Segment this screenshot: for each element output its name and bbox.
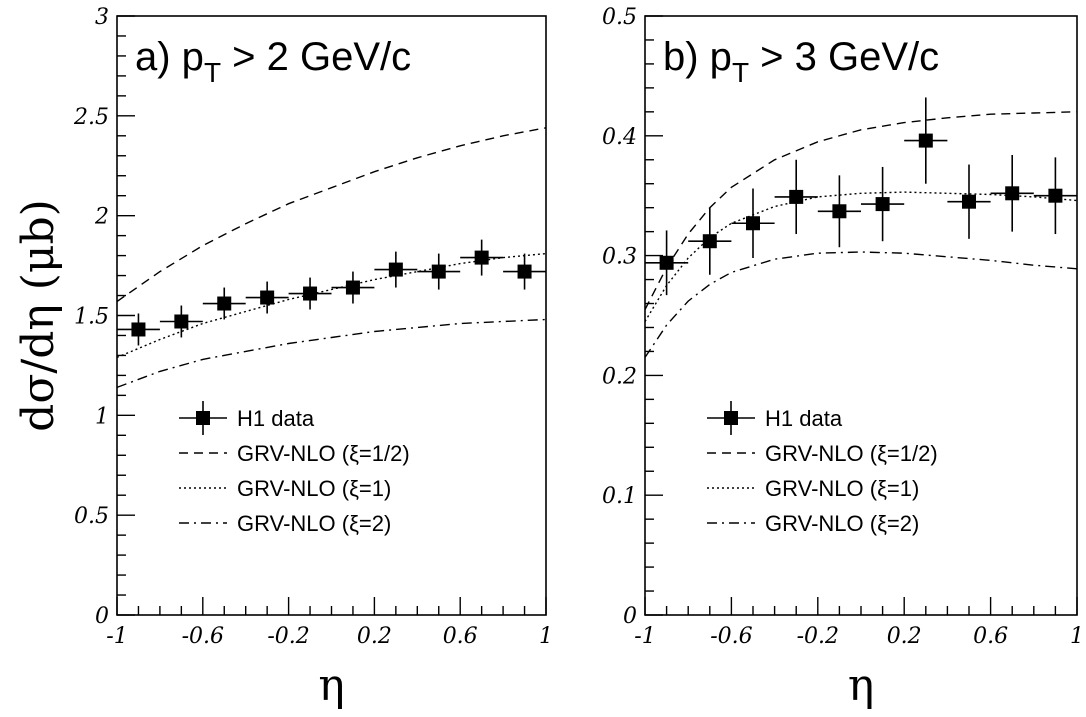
y-tick-label: 0.5 bbox=[602, 5, 637, 30]
legend-label: GRV-NLO (ξ=1) bbox=[237, 476, 391, 501]
legend-label: H1 data bbox=[237, 406, 315, 431]
panel-title-main: b) p bbox=[663, 35, 732, 79]
legend-label: H1 data bbox=[765, 406, 843, 431]
data-point bbox=[345, 280, 360, 295]
y-tick-label: 0.5 bbox=[74, 504, 109, 529]
data-point bbox=[474, 250, 489, 265]
panel-title-subscript: T bbox=[732, 57, 749, 88]
panel-title: a) pT > 2 GeV/c bbox=[135, 35, 411, 88]
panel-title-main: a) p bbox=[135, 35, 204, 79]
data-point bbox=[659, 255, 674, 270]
data-point bbox=[174, 314, 189, 329]
curve-dashed bbox=[644, 111, 1078, 310]
data-point bbox=[260, 290, 275, 305]
legend-label: GRV-NLO (ξ=1/2) bbox=[237, 441, 410, 466]
legend-label: GRV-NLO (ξ=2) bbox=[237, 511, 391, 536]
x-tick-label: 1 bbox=[539, 624, 553, 649]
y-tick-label: 0 bbox=[95, 604, 109, 629]
y-tick-label: 0.1 bbox=[602, 484, 637, 509]
panel-title-rest: > 3 GeV/c bbox=[749, 35, 939, 79]
y-tick-label: 0.2 bbox=[602, 364, 637, 389]
y-axis-title: dσ/dη (μb) bbox=[13, 199, 64, 432]
x-tick-label: -0.6 bbox=[710, 624, 752, 649]
data-point bbox=[875, 197, 890, 212]
data-point bbox=[962, 194, 976, 209]
data-point bbox=[303, 286, 318, 301]
data-point bbox=[918, 133, 933, 148]
x-tick-label: 1 bbox=[1070, 624, 1084, 649]
x-tick-label: 0.2 bbox=[887, 624, 922, 649]
panel-title-subscript: T bbox=[204, 57, 221, 88]
legend-data-marker bbox=[724, 411, 738, 425]
curve-dotted bbox=[116, 252, 547, 359]
x-tick-label: 0.6 bbox=[443, 624, 478, 649]
y-tick-label: 1.5 bbox=[74, 305, 109, 330]
data-point bbox=[789, 189, 804, 204]
y-tick-label: 0.3 bbox=[602, 245, 637, 270]
data-point bbox=[388, 262, 403, 277]
x-tick-label: -0.2 bbox=[797, 624, 839, 649]
panel-b: -1 -0.6 -0.2 0.2 0.6 1 0 0.1 0.2 0.3 0.4 0.5 b) pT >… bbox=[602, 5, 1084, 711]
data-point bbox=[431, 264, 446, 279]
data-point bbox=[832, 204, 847, 219]
panel-title-rest: > 2 GeV/c bbox=[221, 35, 411, 79]
curve-dashdot bbox=[116, 318, 547, 389]
y-tick-label: 2.5 bbox=[73, 105, 109, 130]
curve-dashdot bbox=[644, 251, 1078, 358]
legend-label: GRV-NLO (ξ=1) bbox=[765, 476, 919, 501]
x-tick-label: 0.6 bbox=[973, 624, 1008, 649]
x-tick-label: -0.2 bbox=[267, 624, 309, 649]
x-tick-label: 0.2 bbox=[357, 624, 392, 649]
x-tick-label: -1 bbox=[106, 624, 127, 649]
data-point bbox=[517, 264, 532, 279]
panel-title: b) pT > 3 GeV/c bbox=[663, 35, 939, 88]
y-tick-label: 0 bbox=[623, 604, 637, 629]
x-tick-label: -0.6 bbox=[182, 624, 224, 649]
y-tick-label: 1 bbox=[95, 404, 109, 429]
data-point bbox=[1005, 186, 1020, 201]
x-axis-title: η bbox=[848, 660, 874, 711]
data-point bbox=[746, 216, 760, 231]
data-point bbox=[217, 296, 232, 311]
panel-a: -1 -0.6 -0.2 0.2 0.6 1 0 0.5 1 1.5 2 2.5 3 a) pT > 2 … bbox=[13, 5, 553, 711]
curve-dotted bbox=[644, 191, 1078, 322]
legend-label: GRV-NLO (ξ=1/2) bbox=[765, 441, 938, 466]
data-point bbox=[131, 322, 146, 337]
curve-dashed bbox=[116, 127, 547, 303]
y-tick-label: 3 bbox=[95, 5, 109, 30]
legend-data-marker bbox=[196, 411, 210, 425]
data-point bbox=[702, 234, 717, 249]
legend-label: GRV-NLO (ξ=2) bbox=[765, 511, 919, 536]
x-axis-title: η bbox=[318, 660, 344, 711]
y-tick-label: 2 bbox=[94, 205, 109, 230]
y-tick-label: 0.4 bbox=[602, 125, 637, 150]
data-point bbox=[1048, 188, 1063, 203]
x-tick-label: -1 bbox=[634, 624, 655, 649]
